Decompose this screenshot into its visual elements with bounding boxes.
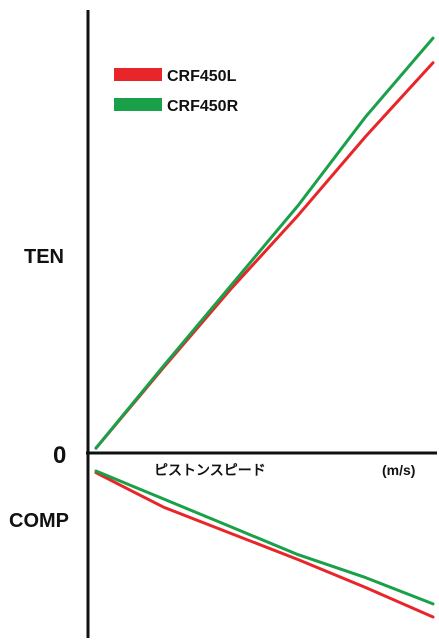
x-axis-unit: (m/s) bbox=[382, 462, 415, 478]
y-label-compression: COMP bbox=[9, 510, 69, 532]
series-line-crf450l-compression bbox=[94, 471, 435, 619]
x-axis-label: ピストンスピード bbox=[154, 462, 266, 478]
legend: CRF450L CRF450R bbox=[114, 68, 239, 115]
series-layer bbox=[94, 36, 435, 619]
series-line-crf450r-compression bbox=[94, 469, 435, 606]
zero-label: 0 bbox=[53, 442, 66, 469]
legend-label-crf450l: CRF450L bbox=[167, 68, 237, 85]
series-line-crf450l-tension bbox=[94, 61, 435, 450]
legend-label-crf450r: CRF450R bbox=[167, 98, 239, 115]
series-line-crf450r-tension bbox=[94, 36, 435, 450]
y-label-tension: TEN bbox=[24, 246, 64, 268]
legend-swatch-crf450l bbox=[114, 68, 162, 81]
legend-swatch-crf450r bbox=[114, 98, 162, 111]
